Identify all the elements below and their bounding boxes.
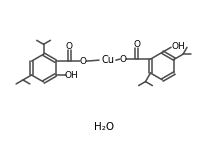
Text: H₂O: H₂O [94,122,114,132]
Text: Cu: Cu [101,55,115,65]
Text: O: O [119,55,126,64]
Text: O: O [80,57,87,66]
Text: O: O [66,42,73,51]
Text: OH: OH [65,71,78,80]
Text: OH: OH [171,42,185,51]
Text: O: O [133,40,140,49]
